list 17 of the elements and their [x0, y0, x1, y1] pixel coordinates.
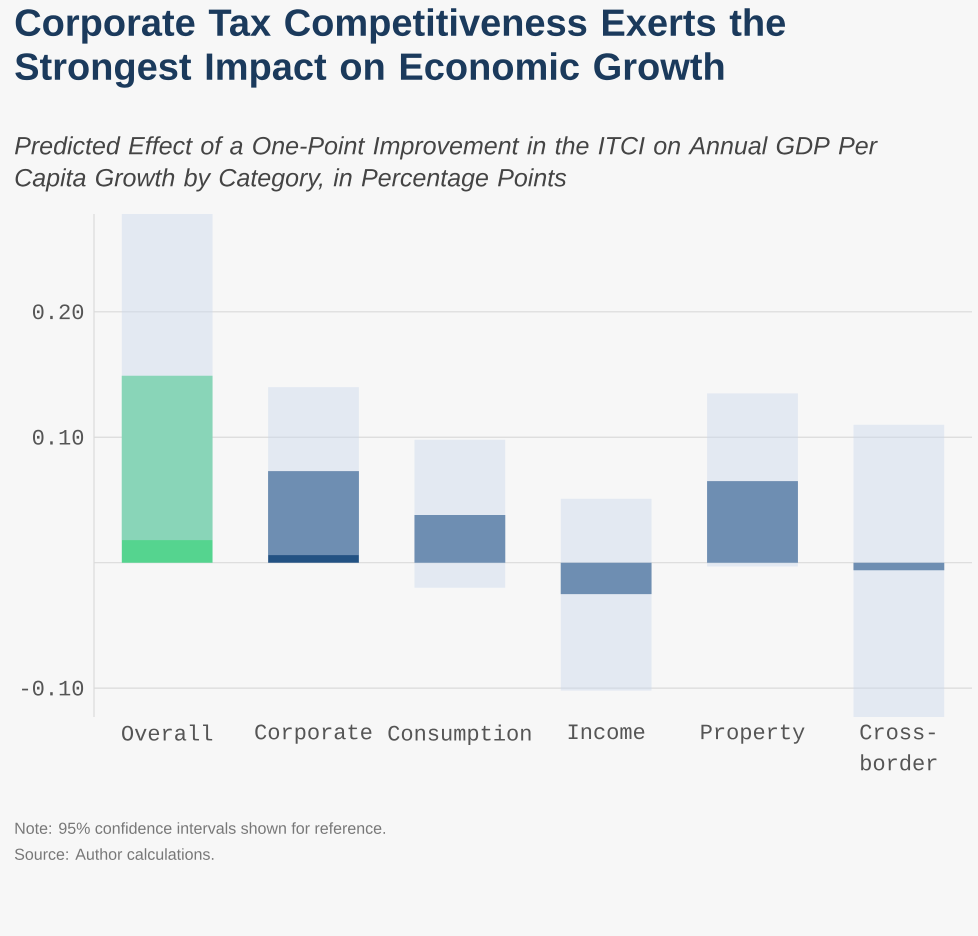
- bar: [707, 481, 798, 563]
- y-tick-label: 0.10: [32, 430, 84, 445]
- bar: [414, 515, 506, 563]
- x-tick-label: Consumption: [388, 724, 530, 746]
- source-note: Source: Author calculations.: [14, 848, 214, 860]
- x-tick-label: Overall: [122, 724, 212, 741]
- bar: [853, 562, 944, 570]
- text: Note: 95% confidence intervals shown for reference.: [16, 822, 386, 834]
- x-tick-label: Cross-border: [860, 724, 936, 771]
- bar: [560, 562, 652, 594]
- chart-title: Corporate Tax Competitiveness Exerts the Strongest Impact on Economic Growth: [15, 8, 785, 88]
- x-tick-label: Property: [701, 724, 805, 744]
- chart-subtitle: Predicted Effect of a One-Point Improvement in the ITCI on Annual GDP Per Capita Growth by Category, in Percentage Points: [14, 136, 878, 192]
- y-tick-label: -0.10: [22, 680, 84, 696]
- y-tick-label: 0.20: [32, 304, 84, 320]
- x-tick-label: Corporate: [255, 724, 372, 744]
- x-tick-label: Income: [568, 724, 644, 740]
